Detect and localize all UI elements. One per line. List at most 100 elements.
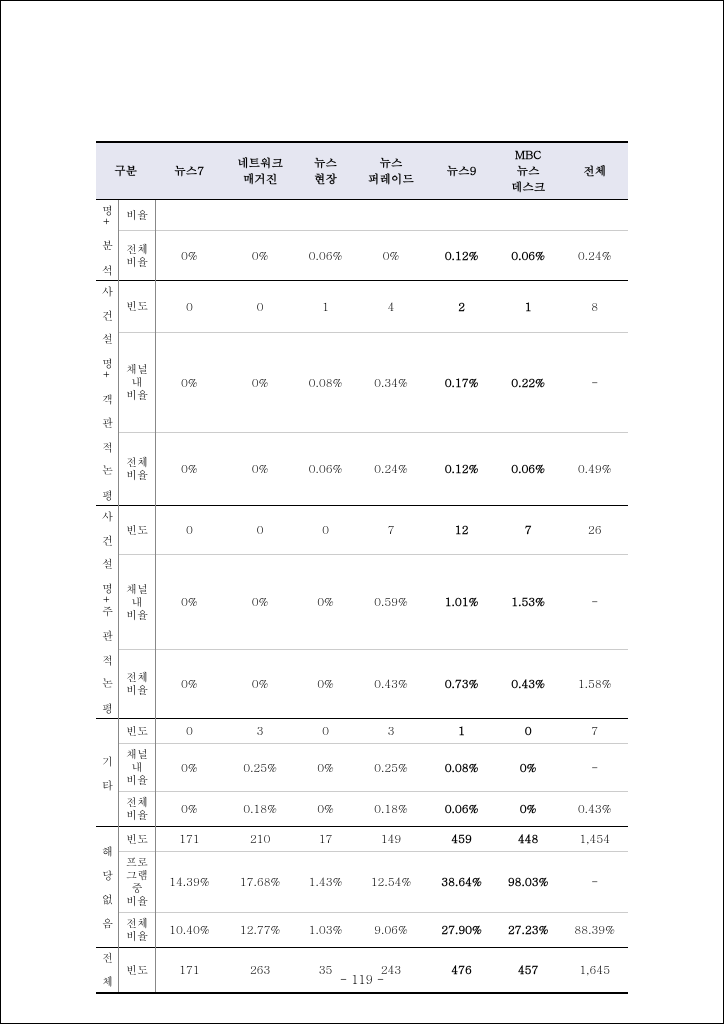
- cell-value: 0.06%: [495, 433, 562, 506]
- metric-label: 빈도: [119, 719, 156, 744]
- cell-value: -: [561, 555, 628, 650]
- cell-value: 17.68%: [223, 852, 298, 913]
- cell-value: -: [561, 744, 628, 792]
- cell-value: 0%: [156, 649, 223, 718]
- table-row: 전체비율0%0.18%0%0.18%0.06%0%0.43%: [96, 792, 628, 827]
- cell-value: 0%: [495, 792, 562, 827]
- cell-value: 149: [354, 827, 429, 852]
- metric-label: 전체비율: [119, 792, 156, 827]
- cell-value: 448: [495, 827, 562, 852]
- cell-value: 0: [156, 719, 223, 744]
- cell-value: 0%: [223, 231, 298, 281]
- cell-value: [561, 200, 628, 231]
- col-news9: 뉴스9: [428, 142, 495, 200]
- cell-value: 0.25%: [354, 744, 429, 792]
- cell-value: 0.17%: [428, 333, 495, 433]
- table-row: 프로그램중비율14.39%17.68%1.43%12.54%38.64%98.0…: [96, 852, 628, 913]
- col-news-parade: 뉴스퍼레이드: [354, 142, 429, 200]
- cell-value: 0%: [297, 744, 353, 792]
- metric-label: 채널내비율: [119, 744, 156, 792]
- cell-value: [354, 200, 429, 231]
- table-row: 전체비율0%0%0.06%0%0.12%0.06%0.24%: [96, 231, 628, 281]
- cell-value: 1.43%: [297, 852, 353, 913]
- cell-value: 0%: [223, 433, 298, 506]
- cell-value: 12.77%: [223, 913, 298, 948]
- group-label: 사 건 설 명+ 객 관 적 논 평: [96, 281, 119, 506]
- table-row: 사 건 설 명+ 객 관 적 논 평빈도0014218: [96, 281, 628, 333]
- cell-value: 0.59%: [354, 555, 429, 650]
- cell-value: 0.18%: [354, 792, 429, 827]
- table-row: 기 타빈도0303107: [96, 719, 628, 744]
- cell-value: 0.06%: [428, 792, 495, 827]
- cell-value: 17: [297, 827, 353, 852]
- cell-value: [297, 200, 353, 231]
- cell-value: 0.43%: [354, 649, 429, 718]
- cell-value: 0: [495, 719, 562, 744]
- cell-value: 0.49%: [561, 433, 628, 506]
- cell-value: 0.73%: [428, 649, 495, 718]
- cell-value: 2: [428, 281, 495, 333]
- col-news7: 뉴스7: [156, 142, 223, 200]
- cell-value: 9.06%: [354, 913, 429, 948]
- cell-value: 0.18%: [223, 792, 298, 827]
- col-mbc-desk: MBC뉴스데스크: [495, 142, 562, 200]
- cell-value: 0: [156, 281, 223, 333]
- cell-value: 1.01%: [428, 555, 495, 650]
- table-row: 전체비율10.40%12.77%1.03%9.06%27.90%27.23%88…: [96, 913, 628, 948]
- cell-value: 1.53%: [495, 555, 562, 650]
- metric-label: 프로그램중비율: [119, 852, 156, 913]
- cell-value: 0.08%: [297, 333, 353, 433]
- cell-value: 0%: [297, 792, 353, 827]
- table-row: 사 건 설 명+주 관 적 논 평빈도000712726: [96, 506, 628, 555]
- cell-value: 0%: [354, 231, 429, 281]
- group-label: 사 건 설 명+주 관 적 논 평: [96, 506, 119, 719]
- cell-value: 0: [223, 281, 298, 333]
- cell-value: 0.43%: [561, 792, 628, 827]
- cell-value: 0%: [156, 433, 223, 506]
- cell-value: 0%: [156, 744, 223, 792]
- cell-value: 0: [297, 506, 353, 555]
- table-row: 채널내비율0%0%0%0.59%1.01%1.53%-: [96, 555, 628, 650]
- cell-value: 88.39%: [561, 913, 628, 948]
- metric-label: 빈도: [119, 281, 156, 333]
- cell-value: 0%: [297, 555, 353, 650]
- cell-value: [156, 200, 223, 231]
- cell-value: 7: [495, 506, 562, 555]
- cell-value: [223, 200, 298, 231]
- cell-value: 459: [428, 827, 495, 852]
- col-news-hyunjang: 뉴스현장: [297, 142, 353, 200]
- cell-value: 27.90%: [428, 913, 495, 948]
- data-table: 구분 뉴스7 네트워크매거진 뉴스현장 뉴스퍼레이드 뉴스9 MBC뉴스데스크 …: [96, 141, 628, 994]
- cell-value: 1,454: [561, 827, 628, 852]
- group-label: 해 당 없 음: [96, 827, 119, 948]
- cell-value: 7: [561, 719, 628, 744]
- cell-value: 0.22%: [495, 333, 562, 433]
- cell-value: 38.64%: [428, 852, 495, 913]
- col-gubun: 구분: [96, 142, 156, 200]
- cell-value: 0: [297, 719, 353, 744]
- cell-value: 0%: [297, 649, 353, 718]
- cell-value: 0%: [156, 555, 223, 650]
- cell-value: 0.24%: [354, 433, 429, 506]
- cell-value: 12.54%: [354, 852, 429, 913]
- cell-value: 1.58%: [561, 649, 628, 718]
- cell-value: 0.12%: [428, 231, 495, 281]
- col-network: 네트워크매거진: [223, 142, 298, 200]
- metric-label: 빈도: [119, 827, 156, 852]
- cell-value: 0.12%: [428, 433, 495, 506]
- cell-value: 8: [561, 281, 628, 333]
- cell-value: [428, 200, 495, 231]
- cell-value: 0.06%: [495, 231, 562, 281]
- table-row: 전체비율0%0%0%0.43%0.73%0.43%1.58%: [96, 649, 628, 718]
- table-row: 채널내비율0%0.25%0%0.25%0.08%0%-: [96, 744, 628, 792]
- cell-value: 1: [428, 719, 495, 744]
- metric-label: 전체비율: [119, 433, 156, 506]
- header-row: 구분 뉴스7 네트워크매거진 뉴스현장 뉴스퍼레이드 뉴스9 MBC뉴스데스크 …: [96, 142, 628, 200]
- cell-value: 0%: [156, 333, 223, 433]
- page-number: - 119 -: [1, 971, 723, 988]
- cell-value: 3: [354, 719, 429, 744]
- cell-value: 7: [354, 506, 429, 555]
- cell-value: 1: [297, 281, 353, 333]
- group-label: 기 타: [96, 719, 119, 827]
- cell-value: 3: [223, 719, 298, 744]
